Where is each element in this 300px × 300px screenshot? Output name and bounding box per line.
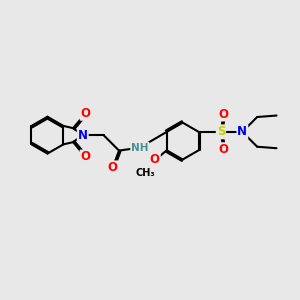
Text: CH₃: CH₃ (135, 168, 155, 178)
Text: S: S (217, 125, 225, 138)
Text: O: O (218, 143, 228, 156)
Text: O: O (81, 107, 91, 120)
Text: O: O (107, 161, 118, 174)
Text: NH: NH (131, 142, 148, 153)
Text: O: O (150, 153, 160, 166)
Text: N: N (237, 125, 247, 138)
Text: O: O (81, 151, 91, 164)
Text: N: N (78, 129, 88, 142)
Text: O: O (218, 107, 228, 121)
